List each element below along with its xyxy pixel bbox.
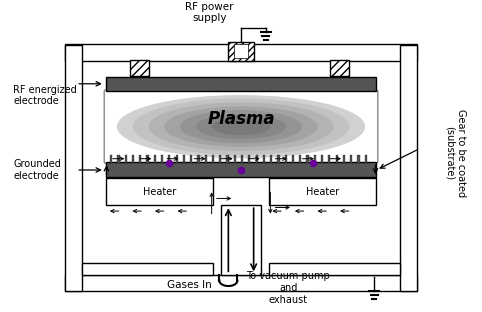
Bar [125,155,127,163]
Bar [263,155,265,163]
Bar [357,155,360,163]
Bar [132,155,134,163]
Bar [205,155,207,163]
Bar [330,60,349,76]
Bar [248,155,251,163]
Bar [168,155,171,163]
Bar [269,263,400,275]
Bar [117,155,120,163]
Bar [285,155,287,163]
FancyBboxPatch shape [104,90,378,164]
Bar [110,155,112,163]
Bar [106,162,376,177]
Bar [131,60,149,76]
Text: Gear to be coated
(substrate): Gear to be coated (substrate) [444,109,466,197]
Ellipse shape [133,99,349,155]
Bar [314,155,316,163]
Bar [190,155,192,163]
Bar [234,44,248,58]
Bar [227,155,228,163]
Bar [400,45,417,291]
Bar [270,155,272,163]
Bar [65,44,417,61]
Bar [221,205,261,275]
Bar [365,155,367,163]
Text: Grounded
electrode: Grounded electrode [13,159,61,181]
Bar [154,155,156,163]
Ellipse shape [180,110,302,143]
Bar [255,155,258,163]
Bar [161,155,163,163]
Bar [107,178,213,205]
Bar [234,155,236,163]
Bar [82,263,213,275]
Text: Gases In: Gases In [167,280,212,290]
Bar [228,42,254,61]
Ellipse shape [148,102,334,151]
Bar [65,45,82,291]
Bar [212,155,214,163]
Text: RF energized
electrode: RF energized electrode [13,85,77,106]
Ellipse shape [117,95,365,158]
Ellipse shape [164,106,318,147]
Text: Plasma: Plasma [207,110,275,129]
Bar [292,155,294,163]
Bar [147,155,148,163]
Bar [269,178,375,205]
Bar [183,155,185,163]
Ellipse shape [212,118,270,135]
Text: To vacuum pump
and
exhaust: To vacuum pump and exhaust [246,271,330,305]
Text: Heater: Heater [306,187,339,197]
Bar [299,155,301,163]
Ellipse shape [196,114,286,139]
Bar [139,155,141,163]
Text: RF power
supply: RF power supply [185,2,234,23]
Bar [343,155,345,163]
Bar [307,155,308,163]
Bar [277,155,280,163]
Bar [65,275,417,291]
Bar [106,76,376,91]
Bar [241,155,243,163]
Bar [328,155,331,163]
Bar [219,155,221,163]
Text: Heater: Heater [143,187,176,197]
Bar [175,155,178,163]
Bar [335,155,338,163]
Bar [350,155,352,163]
Bar [197,155,200,163]
Bar [321,155,323,163]
